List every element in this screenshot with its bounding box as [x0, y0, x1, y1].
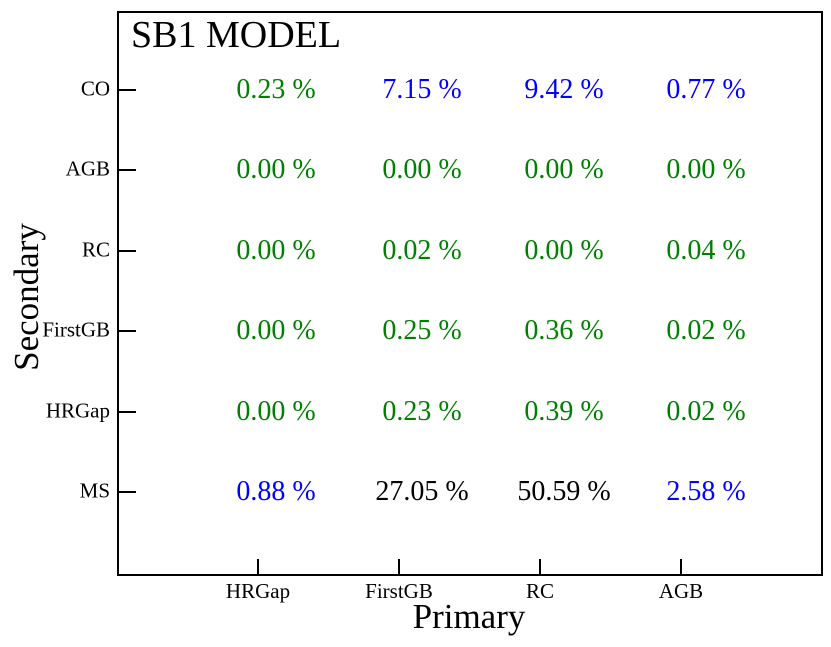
- matrix-cell: 0.00 %: [236, 154, 316, 185]
- matrix-cell: 0.00 %: [236, 396, 316, 427]
- y-tick-mark: [119, 491, 136, 493]
- y-tick-label-hrgap: HRGap: [45, 398, 110, 423]
- x-tick-label-rc: RC: [525, 579, 555, 603]
- matrix-cell: 0.23 %: [382, 396, 462, 427]
- y-tick-mark: [119, 411, 136, 413]
- x-tick-mark: [398, 559, 400, 574]
- x-tick-label-firstgb: FirstGB: [365, 579, 433, 603]
- y-tick-mark: [119, 169, 136, 171]
- matrix-cell: 9.42 %: [524, 74, 604, 105]
- matrix-cell: 0.00 %: [524, 154, 604, 185]
- matrix-cell: 27.05 %: [375, 476, 469, 507]
- x-tick-mark: [257, 559, 259, 574]
- matrix-cell: 0.39 %: [524, 396, 604, 427]
- chart-title: SB1 MODEL: [131, 14, 342, 56]
- x-tick-mark: [539, 559, 541, 574]
- y-tick-label-firstgb: FirstGB: [42, 317, 110, 342]
- x-tick-label-hrgap: HRGap: [225, 579, 291, 603]
- matrix-cell: 0.00 %: [236, 235, 316, 266]
- matrix-cell: 7.15 %: [382, 74, 462, 105]
- matrix-cell: 0.25 %: [382, 315, 462, 346]
- matrix-cell: 0.04 %: [666, 235, 746, 266]
- matrix-cell: 50.59 %: [517, 476, 611, 507]
- matrix-cell: 0.00 %: [382, 154, 462, 185]
- matrix-cell: 0.02 %: [666, 315, 746, 346]
- matrix-cell: 0.02 %: [666, 396, 746, 427]
- x-tick-mark: [680, 559, 682, 574]
- y-tick-label-co: CO: [80, 76, 110, 101]
- matrix-cell: 0.36 %: [524, 315, 604, 346]
- matrix-cell: 0.02 %: [382, 235, 462, 266]
- matrix-cell: 0.23 %: [236, 74, 316, 105]
- y-tick-mark: [119, 250, 136, 252]
- matrix-cell: 0.00 %: [666, 154, 746, 185]
- x-tick-label-agb: AGB: [658, 579, 704, 603]
- plot-border: [117, 11, 823, 576]
- matrix-cell: 0.00 %: [524, 235, 604, 266]
- matrix-cell: 0.88 %: [236, 476, 316, 507]
- y-tick-mark: [119, 330, 136, 332]
- matrix-cell: 0.00 %: [236, 315, 316, 346]
- y-tick-mark: [119, 89, 136, 91]
- matrix-cell: 0.77 %: [666, 74, 746, 105]
- y-tick-label-rc: RC: [81, 237, 110, 262]
- matrix-cell: 2.58 %: [666, 476, 746, 507]
- y-tick-label-agb: AGB: [65, 156, 110, 181]
- y-tick-label-ms: MS: [79, 478, 110, 503]
- x-axis-title: Primary: [412, 597, 526, 636]
